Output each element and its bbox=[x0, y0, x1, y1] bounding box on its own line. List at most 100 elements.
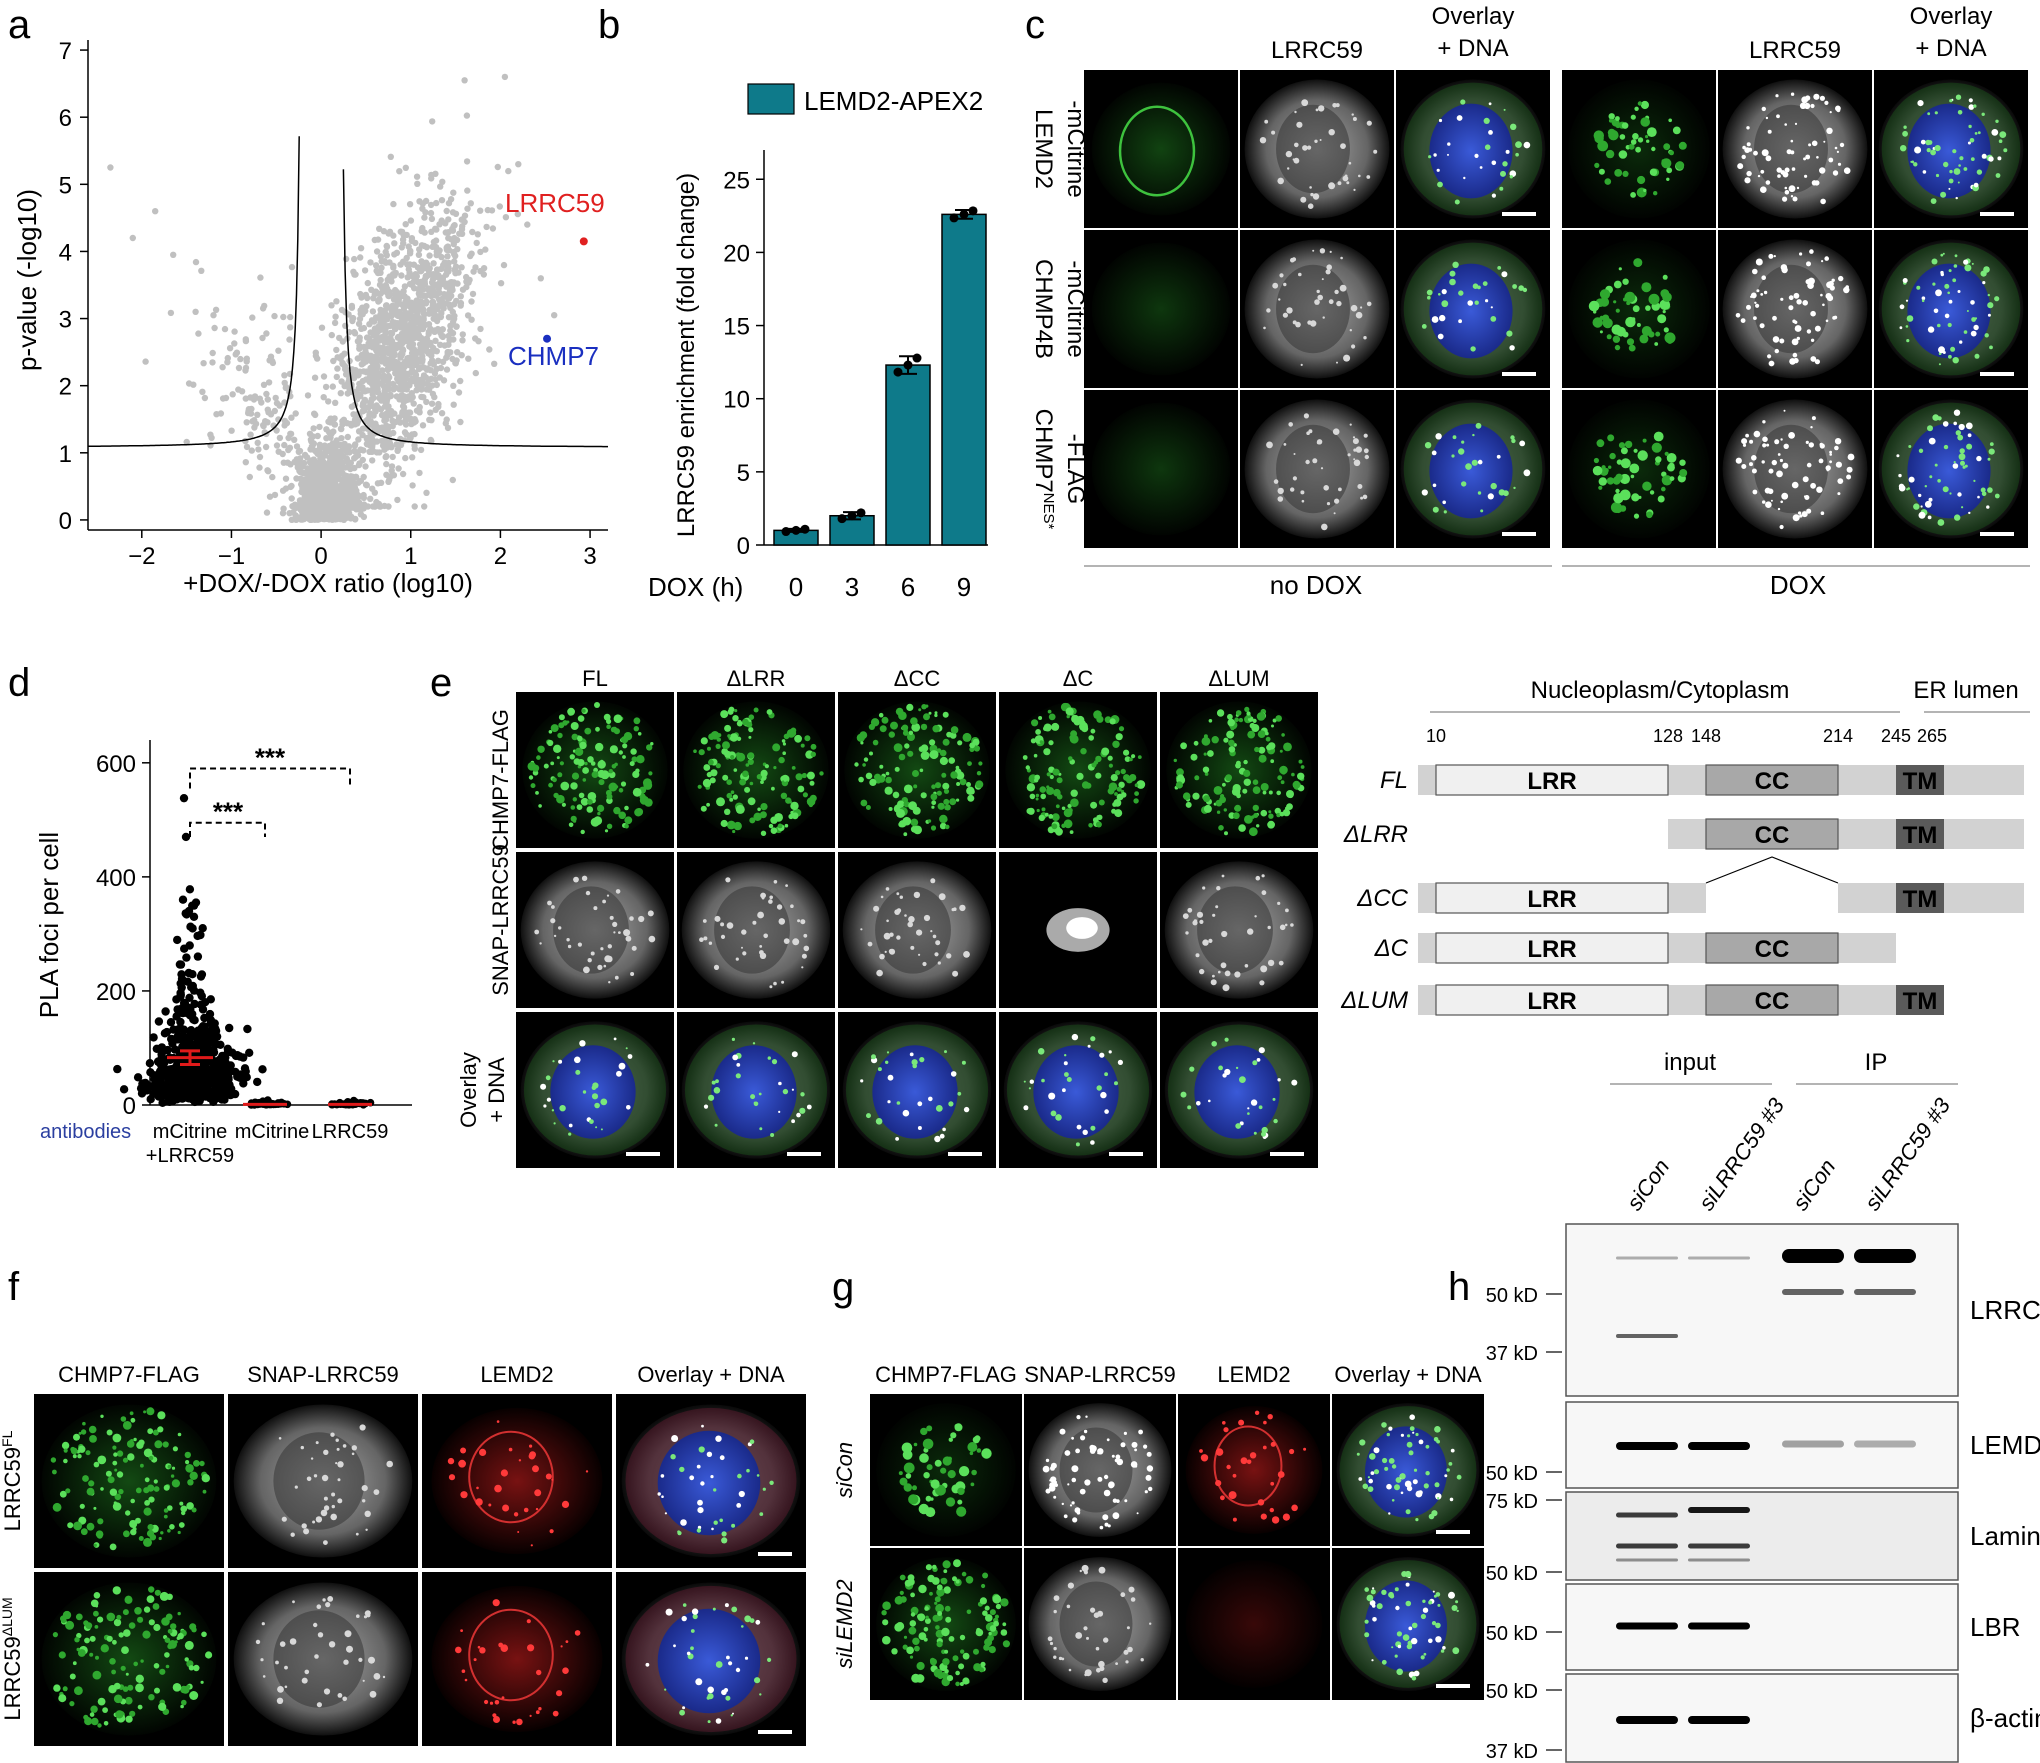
residue-position: 214 bbox=[1823, 726, 1853, 746]
volcano-point bbox=[451, 234, 458, 242]
volcano-point bbox=[210, 312, 217, 319]
volcano-point bbox=[387, 153, 394, 160]
volcano-point bbox=[307, 457, 315, 464]
volcano-point bbox=[282, 475, 290, 482]
volcano-point bbox=[363, 368, 370, 375]
volcano-point bbox=[304, 465, 311, 472]
volcano-point bbox=[391, 410, 398, 417]
volcano-point bbox=[398, 272, 405, 279]
volcano-point bbox=[447, 196, 455, 203]
volcano-point bbox=[325, 418, 332, 425]
pla-point bbox=[204, 1076, 214, 1085]
domain-label: TM bbox=[1903, 822, 1938, 849]
scale-bar bbox=[1436, 1684, 1470, 1688]
volcano-point bbox=[394, 375, 401, 382]
h-lane-label: siLRRC59 #3 bbox=[1860, 1093, 1956, 1215]
volcano-point bbox=[192, 258, 200, 266]
volcano-point bbox=[374, 269, 382, 277]
bar-xtick: 9 bbox=[957, 572, 971, 602]
volcano-point bbox=[272, 394, 279, 402]
volcano-point bbox=[385, 372, 392, 380]
volcano-point bbox=[455, 389, 463, 396]
pla-point bbox=[230, 1089, 240, 1099]
volcano-point bbox=[430, 299, 437, 306]
micrograph-tile bbox=[999, 692, 1157, 848]
band bbox=[1854, 1440, 1916, 1448]
pla-point bbox=[200, 1086, 210, 1096]
volcano-point bbox=[428, 171, 435, 179]
volcano-point bbox=[443, 366, 451, 373]
volcano-point bbox=[382, 310, 389, 318]
volcano-point bbox=[319, 498, 326, 505]
volcano-point bbox=[279, 510, 287, 517]
volcano-point bbox=[367, 433, 374, 440]
volcano-ylabel: p-value (-log10) bbox=[12, 189, 42, 371]
volcano-point bbox=[376, 395, 383, 402]
volcano-point bbox=[428, 357, 436, 364]
volcano-point bbox=[281, 441, 288, 449]
blot-label: Lamin A/C bbox=[1970, 1521, 2040, 1551]
volcano-point bbox=[390, 200, 397, 208]
volcano-point bbox=[401, 283, 409, 290]
volcano-point bbox=[443, 300, 450, 307]
domain-segment bbox=[1435, 932, 1669, 964]
volcano-point bbox=[341, 350, 348, 357]
blot-4: β-actin 50 kD 37 kD bbox=[1486, 1673, 2040, 1763]
scale-bar bbox=[1270, 1152, 1304, 1156]
panel-g: CHMP7-FLAG SNAP-LRRC59 LEMD2 Overlay + DNA … bbox=[832, 1362, 1484, 1700]
volcano-point bbox=[439, 326, 446, 333]
volcano-point bbox=[280, 313, 287, 321]
scale-bar bbox=[1436, 1530, 1470, 1534]
panel-c-microscopy: LRRC59 Overlay + DNA LRRC59 Overlay + DNA LEM… bbox=[1030, 3, 2030, 600]
volcano-point bbox=[416, 198, 423, 205]
volcano-point bbox=[405, 314, 412, 322]
pla-point bbox=[196, 988, 205, 997]
volcano-point bbox=[399, 366, 407, 374]
micrograph-tile bbox=[1874, 230, 2028, 388]
mw-marker: 75 kD bbox=[1486, 1491, 1538, 1513]
scale-bar bbox=[626, 1152, 660, 1156]
volcano-ytick: 1 bbox=[59, 441, 72, 468]
blot-label: LBR bbox=[1970, 1612, 2021, 1642]
volcano-point bbox=[378, 335, 385, 343]
micrograph-tile bbox=[516, 852, 674, 1008]
volcano-point bbox=[482, 246, 489, 253]
volcano-point bbox=[353, 487, 360, 494]
volcano-point bbox=[387, 329, 394, 337]
volcano-point bbox=[477, 248, 484, 256]
pla-point bbox=[161, 1007, 170, 1016]
scale-bar bbox=[1980, 212, 2014, 216]
volcano-point bbox=[407, 247, 414, 254]
volcano-point bbox=[401, 334, 408, 341]
volcano-point bbox=[402, 384, 409, 391]
volcano-point bbox=[377, 253, 385, 260]
bar-ytick: 20 bbox=[723, 240, 750, 267]
pla-point bbox=[184, 1067, 194, 1076]
pla-point bbox=[133, 1073, 143, 1082]
volcano-point bbox=[402, 164, 409, 171]
pla-point bbox=[209, 1048, 219, 1057]
volcano-point bbox=[459, 337, 466, 344]
volcano-point bbox=[445, 314, 453, 321]
volcano-point bbox=[346, 484, 354, 491]
volcano-point bbox=[367, 495, 374, 502]
domain-label: TM bbox=[1903, 886, 1938, 913]
volcano-point bbox=[402, 375, 410, 383]
volcano-point bbox=[431, 328, 438, 335]
volcano-point bbox=[389, 453, 396, 461]
volcano-point bbox=[304, 392, 312, 399]
volcano-point bbox=[390, 365, 398, 372]
volcano-point bbox=[411, 285, 418, 292]
significance-mark: *** bbox=[213, 797, 244, 827]
band bbox=[1616, 1256, 1678, 1260]
pla-point bbox=[189, 912, 199, 921]
volcano-point bbox=[334, 365, 341, 372]
pla-ytick: 400 bbox=[96, 865, 136, 892]
pla-point bbox=[253, 1077, 262, 1087]
replicate-point bbox=[893, 367, 903, 377]
volcano-point bbox=[192, 308, 199, 315]
micrograph-tile bbox=[422, 1394, 612, 1568]
volcano-point bbox=[300, 470, 307, 477]
micrograph-tile bbox=[516, 1012, 674, 1168]
domain-label: CC bbox=[1755, 768, 1790, 795]
